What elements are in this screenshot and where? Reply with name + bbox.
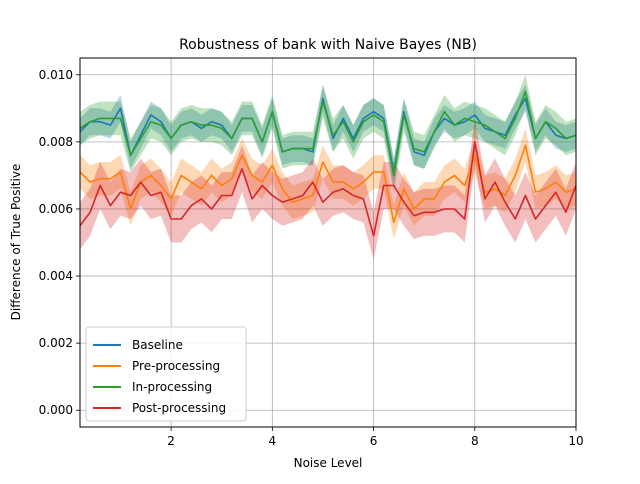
x-tick-label: 10 [568,434,583,448]
in-processing-line [79,90,577,177]
y-tick-label: 0.006 [39,202,73,216]
post-processing-band [80,118,576,260]
legend-box [85,326,247,422]
pre-processing-line [79,144,577,224]
y-tick-label: 0.002 [39,336,73,350]
post-processing-line [79,141,577,237]
legend-label-in-processing: In-processing [132,380,212,394]
legend-label-baseline: Baseline [132,338,183,352]
x-tick-label: 4 [269,434,277,448]
grid-lines [80,58,577,427]
x-axis-label: Noise Level [294,456,363,470]
chart-title: Robustness of bank with Naive Bayes (NB) [179,37,477,53]
in-processing-band [80,74,576,193]
x-tick-label: 8 [471,434,479,448]
plot-frame [79,57,577,428]
y-axis-label: Difference of True Positive [9,164,23,321]
legend-label-pre-processing: Pre-processing [132,359,220,373]
series-lines [79,90,577,237]
y-tick-label: 0.008 [39,135,73,149]
legend: Baseline Pre-processing In-processing Post-… [85,326,247,422]
x-tick-label: 2 [167,434,175,448]
pre-processing-band [80,128,576,240]
y-tick-label: 0.010 [39,68,73,82]
legend-label-post-processing: Post-processing [132,401,226,415]
x-tick-label: 6 [370,434,378,448]
axis-ticks: 2 4 6 8 10 0.000 0.002 0.004 0.006 0.008 0.010 [39,68,584,448]
y-tick-label: 0.000 [39,403,73,417]
y-tick-label: 0.004 [39,269,73,283]
